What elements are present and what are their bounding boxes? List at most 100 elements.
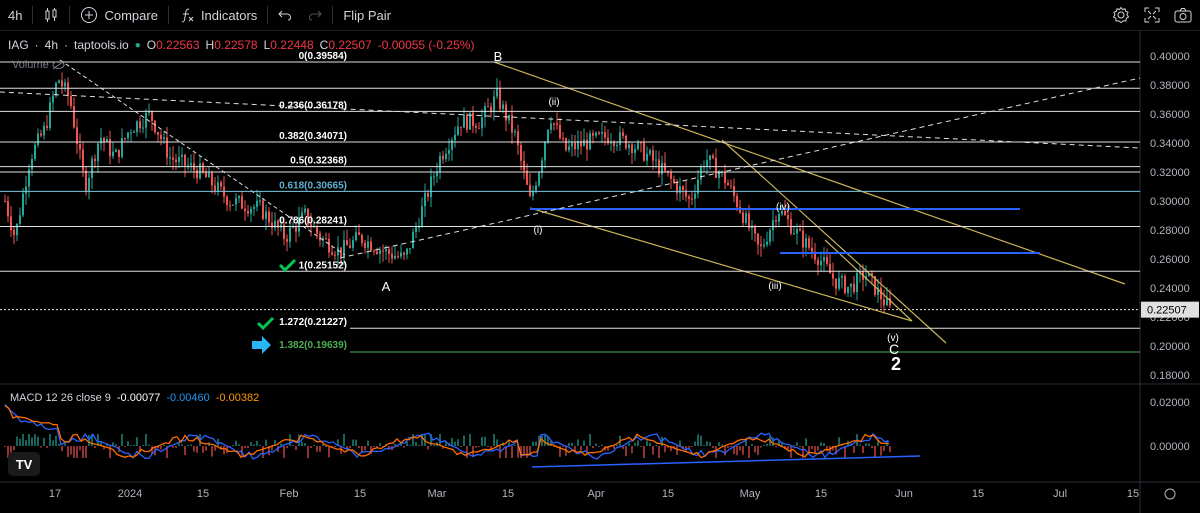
- flip-pair-label: Flip Pair: [343, 7, 391, 23]
- macd-bar: [730, 446, 732, 447]
- candle-body: [106, 139, 108, 143]
- candle-body: [277, 220, 279, 228]
- macd-bar: [46, 446, 48, 448]
- candle-body: [427, 192, 429, 198]
- candle-body: [679, 186, 681, 194]
- symbol-interval: 4h: [44, 38, 59, 52]
- candle-body: [298, 217, 300, 232]
- macd-bar: [859, 444, 861, 446]
- target-arrow-icon: [252, 336, 271, 354]
- candle-body: [166, 137, 168, 158]
- macd-bar: [652, 446, 654, 455]
- macd-bar: [643, 446, 645, 458]
- eye-off-icon[interactable]: [52, 60, 65, 70]
- candle-body: [841, 276, 843, 278]
- time-tick-label: 15: [972, 488, 984, 500]
- macd-bar: [163, 444, 165, 446]
- candle-body: [178, 156, 180, 162]
- candle-body: [697, 179, 699, 194]
- symbol-name[interactable]: IAG: [8, 38, 29, 52]
- chart-type-button[interactable]: [35, 0, 67, 30]
- candle-body: [520, 145, 522, 161]
- fib-level-label: 0.618(0.30665): [279, 180, 347, 191]
- macd-bar: [412, 434, 414, 446]
- macd-bar: [580, 446, 582, 451]
- compare-button[interactable]: Compare: [72, 0, 165, 30]
- indicators-button[interactable]: Indicators: [171, 0, 265, 30]
- candle-body: [151, 110, 153, 121]
- flip-pair-button[interactable]: Flip Pair: [335, 0, 399, 30]
- macd-bar: [427, 446, 429, 450]
- macd-bar: [22, 434, 24, 446]
- macd-bar: [361, 446, 363, 453]
- price-tick-label: 0.40000: [1150, 51, 1190, 63]
- candle-body: [76, 127, 78, 145]
- macd-bar: [508, 441, 510, 446]
- macd-bar: [301, 441, 303, 446]
- macd-bar: [844, 446, 846, 458]
- macd-bar: [613, 446, 615, 449]
- macd-bar: [313, 445, 315, 446]
- macd-bar: [709, 442, 711, 446]
- macd-bar: [343, 434, 345, 446]
- macd-bar: [682, 446, 684, 449]
- macd-bar: [775, 446, 777, 448]
- candle-body: [391, 253, 393, 259]
- redo-button[interactable]: [300, 0, 330, 30]
- macd-bar: [721, 444, 723, 446]
- macd-bar: [439, 434, 441, 446]
- macd-bar: [655, 445, 657, 446]
- macd-bar: [37, 436, 39, 446]
- macd-bar: [130, 445, 132, 446]
- candle-body: [712, 155, 714, 158]
- macd-bar: [319, 446, 321, 452]
- macd-bar: [745, 437, 747, 446]
- price-chart[interactable]: 0(0.39584) 0.236(0.36178) 0.382(0.34071) 0.…: [0, 31, 1200, 513]
- close-value: 0.22507: [328, 38, 372, 52]
- macd-bar: [547, 435, 549, 446]
- drawing-overlays: [0, 59, 1141, 353]
- macd-bar: [574, 446, 576, 452]
- macd-bar: [160, 446, 162, 450]
- macd-bar: [496, 439, 498, 446]
- screenshot-camera-icon[interactable]: [1174, 7, 1192, 23]
- settings-gear-icon[interactable]: [1112, 6, 1130, 24]
- candle-body: [112, 151, 114, 157]
- candle-body: [628, 144, 630, 149]
- candle-body: [706, 160, 708, 167]
- tradingview-logo[interactable]: TV: [8, 452, 40, 476]
- candle-body: [157, 132, 159, 135]
- macd-bar: [484, 436, 486, 446]
- macd-bar: [430, 434, 432, 446]
- candle-body: [16, 223, 18, 236]
- candle-body: [748, 213, 750, 229]
- macd-bar: [586, 446, 588, 455]
- macd-bar: [67, 446, 69, 458]
- macd-label[interactable]: MACD 12 26 close 9: [10, 392, 111, 404]
- macd-bar: [97, 434, 99, 446]
- macd-bar: [373, 446, 375, 447]
- interval-button[interactable]: 4h: [0, 0, 30, 30]
- candle-body: [19, 215, 21, 224]
- candle-body: [775, 220, 777, 222]
- low-value: 0.22448: [270, 38, 314, 52]
- volume-label[interactable]: Volume: [12, 59, 65, 71]
- undo-button[interactable]: [270, 0, 300, 30]
- candle-body: [688, 196, 690, 199]
- macd-bar: [340, 446, 342, 454]
- fullscreen-icon[interactable]: [1144, 7, 1160, 23]
- candle-body: [784, 210, 786, 215]
- candle-body: [523, 160, 525, 171]
- macd-bar: [733, 446, 735, 455]
- candle-body: [643, 142, 645, 161]
- candle-body: [160, 134, 162, 139]
- macd-bar: [271, 446, 273, 451]
- toolbar-divider: [332, 6, 334, 24]
- macd-bar: [877, 440, 879, 446]
- candle-body: [619, 132, 621, 145]
- candle-body: [607, 137, 609, 144]
- candle-body: [847, 286, 849, 294]
- candle-body: [670, 172, 672, 179]
- macd-bar: [94, 446, 96, 449]
- candle-body: [469, 112, 471, 130]
